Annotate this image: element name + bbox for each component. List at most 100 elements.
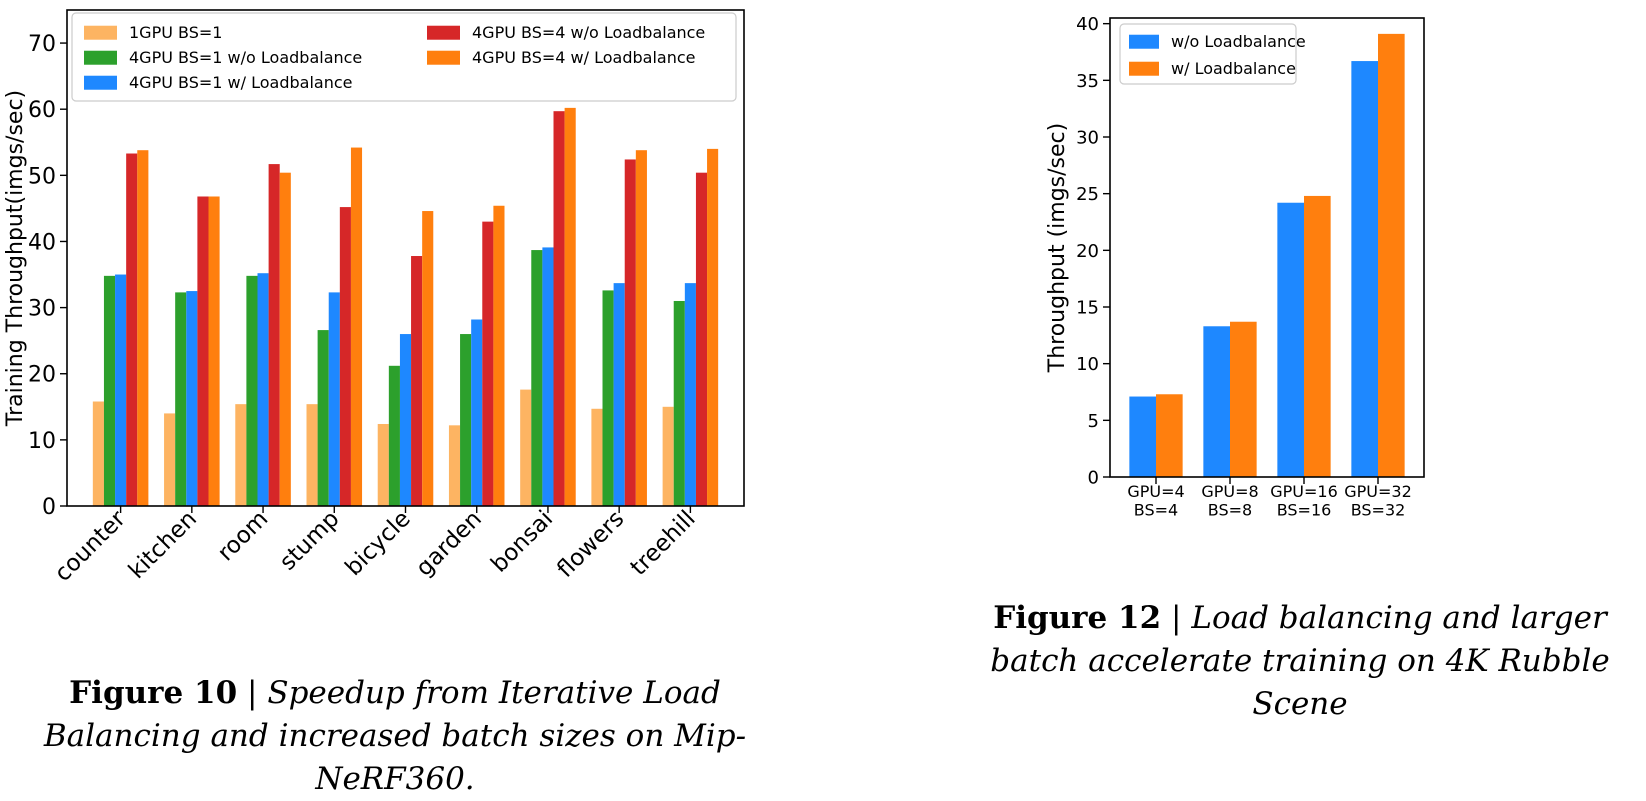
bar-0-3	[126, 153, 138, 506]
bar-4-4	[422, 211, 434, 506]
legend-swatch	[84, 25, 117, 40]
bar-7-3	[624, 159, 636, 506]
y-tick-label: 35	[1076, 71, 1099, 92]
bar-0-1	[103, 275, 116, 506]
figure-12-label: Figure 12	[993, 600, 1162, 636]
bar-7-2	[613, 283, 625, 506]
y-tick-label: 10	[28, 429, 56, 454]
x-tick-label-line: GPU=16	[1270, 482, 1338, 501]
x-tick-label: GPU=32 BS=32	[1344, 482, 1412, 519]
bar-2-0	[235, 404, 247, 506]
plot-frame	[1109, 17, 1425, 478]
bar-1-1	[1230, 321, 1257, 477]
legend-swatch	[84, 75, 117, 90]
y-tick-label: 25	[1076, 184, 1099, 205]
bar-8-2	[684, 283, 696, 506]
x-tick-label: room	[213, 506, 273, 566]
x-tick-label: GPU=8 BS=8	[1201, 482, 1258, 519]
bar-5-3	[482, 221, 494, 507]
y-tick-label: 50	[28, 164, 56, 189]
y-tick-label: 20	[1076, 241, 1099, 262]
bar-1-4	[208, 196, 220, 506]
y-tick-label: 30	[1076, 127, 1099, 148]
legend-box	[1119, 23, 1297, 85]
x-tick-label-line: BS=16	[1277, 500, 1332, 519]
y-tick-label: 60	[28, 98, 56, 123]
bar-0-1	[1156, 394, 1183, 477]
bar-6-0	[520, 389, 532, 506]
legend-swatch	[1129, 61, 1159, 76]
legend-label: 4GPU BS=1 w/o Loadbalance	[129, 48, 362, 67]
x-tick-label: bicycle	[340, 506, 415, 581]
legend-label: 4GPU BS=4 w/ Loadbalance	[472, 48, 695, 67]
x-tick-label-line: GPU=32	[1344, 482, 1412, 501]
bar-2-2	[257, 273, 269, 506]
bar-3-4	[350, 147, 363, 507]
legend-label: 4GPU BS=4 w/o Loadbalance	[472, 23, 705, 42]
y-tick-label: 70	[28, 32, 56, 57]
bar-2-1	[1304, 195, 1331, 477]
bar-4-3	[411, 256, 423, 506]
legend-label: 1GPU BS=1	[129, 23, 222, 42]
y-tick-label: 15	[1076, 297, 1099, 318]
legend-label: w/o Loadbalance	[1171, 32, 1306, 51]
x-tick-label: kitchen	[124, 506, 202, 584]
bar-2-4	[279, 172, 291, 507]
x-tick-label: bonsai	[486, 506, 558, 578]
bar-2-1	[246, 275, 258, 506]
legend-swatch	[427, 50, 460, 65]
figure-12-separator: |	[1171, 600, 1182, 636]
bar-1-2	[186, 291, 198, 506]
legend-label: w/ Loadbalance	[1171, 59, 1296, 78]
x-tick-label-line: BS=32	[1351, 500, 1406, 519]
x-tick-label-line: GPU=4	[1127, 482, 1184, 501]
legend-swatch	[1129, 34, 1159, 49]
figure-12-caption: Figure 12 | Load balancing and larger ba…	[955, 597, 1645, 726]
chart-figure-12: 0 5 10 15 20 25 30 35 40 GPU=4 BS=4 GPU=8 BS=8 GPU=16…	[1045, 14, 1425, 519]
x-tick-label-line: BS=8	[1208, 500, 1252, 519]
bar-3-3	[339, 207, 351, 506]
y-tick-label: 20	[28, 363, 56, 388]
bar-1-1	[175, 292, 187, 506]
bar-4-2	[399, 334, 412, 506]
bar-3-0	[306, 404, 318, 506]
bar-8-4	[707, 148, 719, 506]
figure-10-caption: Figure 10 | Speedup from Iterative Load …	[0, 672, 790, 801]
bar-0-4	[137, 150, 149, 506]
legend-swatch	[84, 50, 117, 65]
legend-box	[71, 12, 737, 102]
figure-10-label: Figure 10	[69, 675, 238, 711]
x-tick-label: treehill	[626, 506, 701, 581]
bar-6-1	[531, 250, 543, 506]
bar-8-3	[695, 172, 708, 507]
figure-12-caption-text: Load balancing and larger batch accelera…	[990, 600, 1610, 722]
y-tick-label: 40	[1076, 14, 1099, 35]
y-axis-label: Throughput (imgs/sec)	[1045, 123, 1070, 373]
y-tick-label: 10	[1076, 354, 1099, 375]
legend-swatch	[427, 25, 460, 40]
bar-0-0	[92, 401, 104, 506]
bar-2-3	[268, 164, 280, 506]
bar-3-0	[1351, 61, 1378, 478]
bar-1-3	[197, 196, 209, 506]
x-tick-label: stump	[275, 506, 345, 576]
y-tick-label: 30	[28, 297, 56, 322]
bar-1-0	[1203, 326, 1230, 477]
figure-10-separator: |	[247, 675, 258, 711]
y-axis-label: Training Throughput(imgs/sec)	[3, 90, 28, 427]
x-tick-label: GPU=16 BS=16	[1270, 482, 1338, 519]
bar-2-0	[1277, 202, 1304, 477]
bar-5-1	[460, 334, 472, 506]
bar-6-2	[542, 247, 554, 506]
x-tick-label-line: BS=4	[1134, 500, 1178, 519]
bar-7-0	[591, 408, 603, 506]
bar-5-2	[471, 319, 483, 506]
y-tick-label: 40	[28, 230, 56, 255]
bar-4-1	[388, 365, 400, 506]
bar-0-0	[1129, 396, 1156, 477]
bar-6-4	[564, 107, 576, 507]
bar-1-0	[164, 413, 176, 506]
bar-6-3	[553, 111, 565, 507]
y-tick-label: 0	[1088, 467, 1099, 488]
